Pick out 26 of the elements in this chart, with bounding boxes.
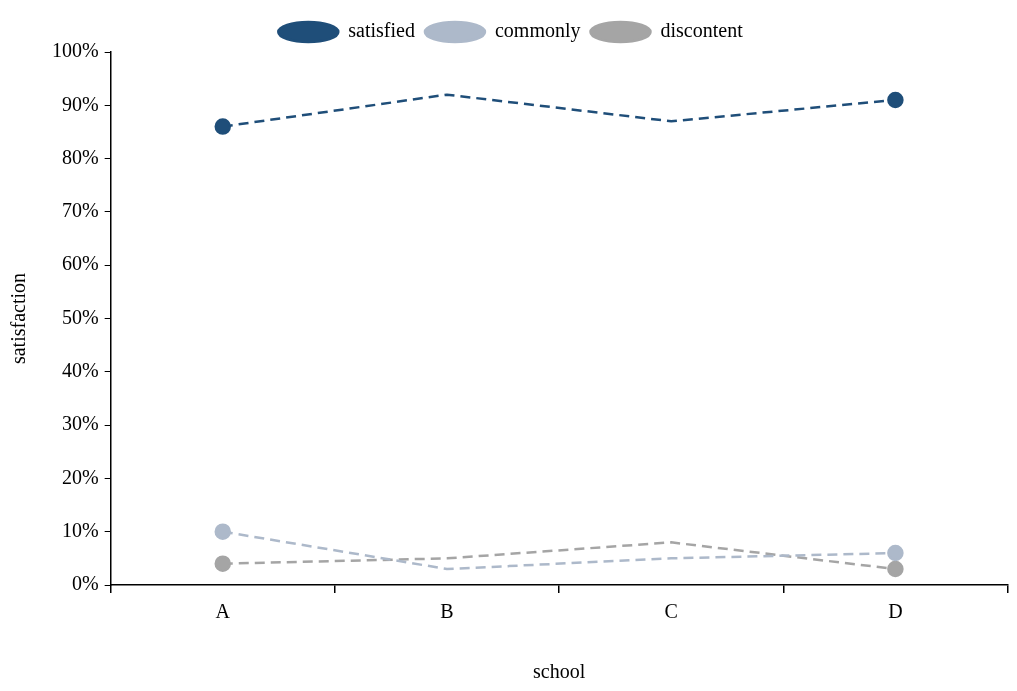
point: [887, 560, 904, 578]
x-tick-label: A: [215, 600, 231, 623]
x-tick-label: D: [888, 600, 903, 623]
legend-label: commonly: [494, 19, 581, 43]
x-tick-label: B: [440, 600, 454, 623]
y-axis-title: satisfaction: [7, 272, 30, 365]
y-tick-label: 60%: [61, 252, 99, 275]
point: [887, 91, 904, 109]
y-tick-label: 40%: [61, 359, 99, 382]
y-tick-label: 80%: [61, 145, 99, 168]
y-tick-label: 50%: [61, 305, 99, 328]
point: [887, 544, 904, 562]
legend-label: satisfied: [348, 19, 415, 42]
x-tick-label: C: [664, 600, 678, 623]
point: [214, 523, 232, 540]
y-tick-label: 90%: [61, 92, 99, 115]
legend-label: discontent: [660, 19, 744, 42]
x-axis-title: school: [532, 660, 586, 683]
y-tick-label: 30%: [61, 412, 99, 435]
y-tick-label: 70%: [61, 199, 99, 222]
y-tick-label: 0%: [71, 572, 99, 595]
y-tick-label: 10%: [61, 518, 99, 541]
point: [214, 555, 232, 572]
y-tick-label: 100%: [51, 39, 99, 62]
point: [214, 118, 232, 135]
y-tick-label: 20%: [61, 465, 99, 488]
